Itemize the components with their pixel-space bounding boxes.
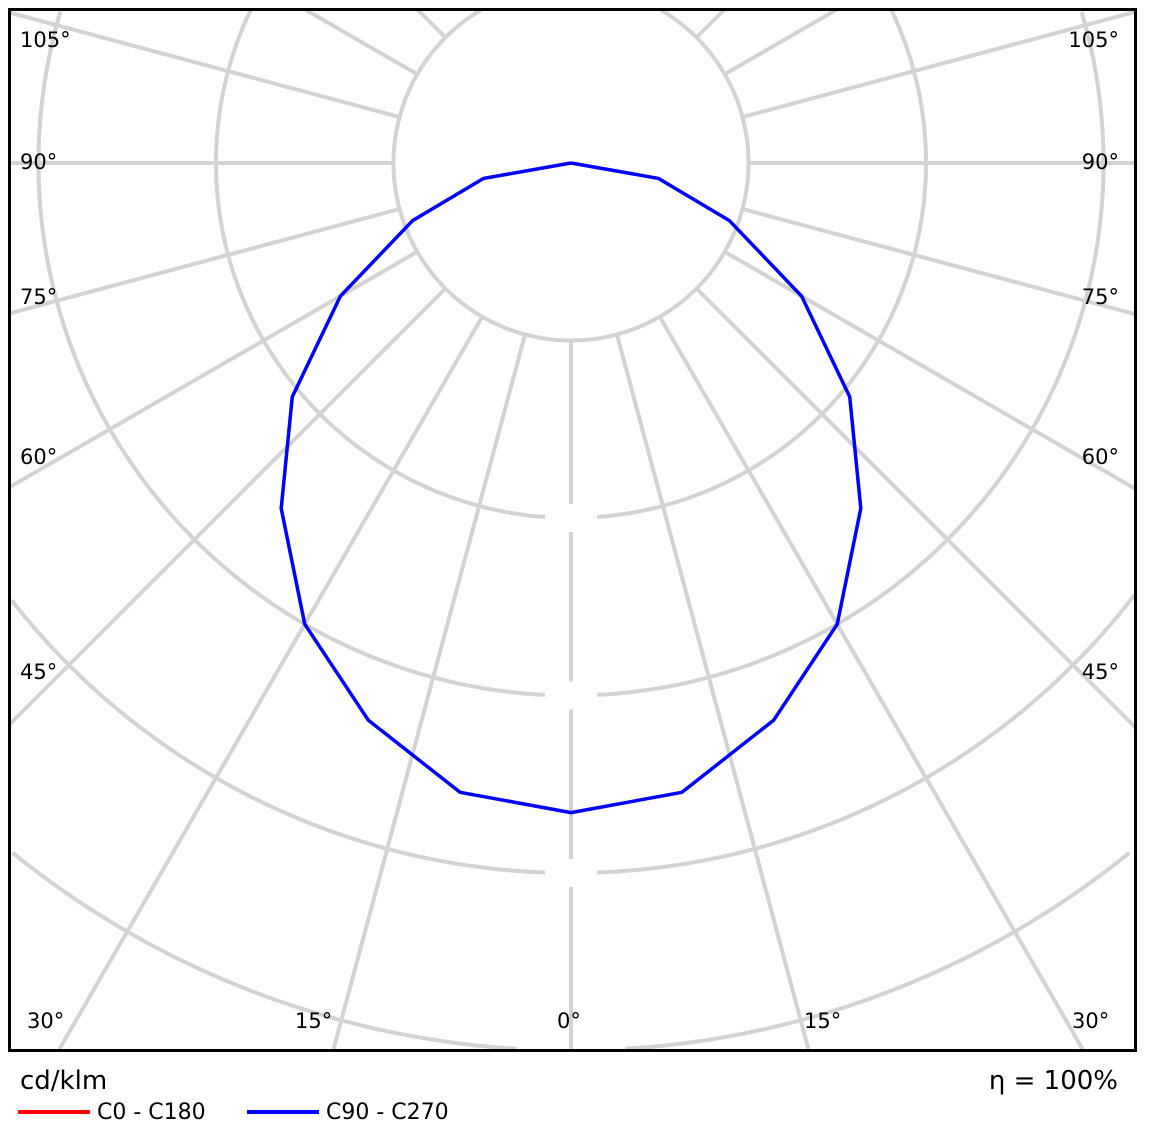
grid-spoke bbox=[695, 8, 726, 39]
angle-label-left-105: 105° bbox=[20, 28, 71, 52]
chart-frame bbox=[8, 8, 1137, 1052]
angle-label-bottom-30-right: 30° bbox=[1072, 1009, 1110, 1033]
grid-ring bbox=[391, 8, 571, 343]
grid-ring bbox=[571, 8, 751, 343]
legend-label-c90-c270: C90 - C270 bbox=[326, 1100, 449, 1125]
angle-label-bottom-15-left: 15° bbox=[295, 1009, 333, 1033]
angle-label-right-90: 90° bbox=[1081, 150, 1119, 174]
grid-spoke bbox=[615, 333, 811, 1050]
grid-ring bbox=[36, 11, 571, 698]
grid-spoke bbox=[57, 315, 484, 1051]
unit-label: cd/klm bbox=[20, 1066, 108, 1096]
grid-spoke bbox=[416, 8, 447, 39]
grid-spoke bbox=[741, 9, 1136, 119]
legend-swatch-c0-c180 bbox=[18, 1110, 90, 1114]
grid-spoke bbox=[9, 10, 401, 119]
angle-label-left-45: 45° bbox=[20, 660, 58, 684]
grid-ring bbox=[571, 593, 1136, 875]
grid-spoke bbox=[8, 287, 447, 726]
grid-spoke bbox=[658, 315, 1085, 1051]
grid-spoke bbox=[331, 333, 527, 1050]
series-line-c90-c270 bbox=[279, 161, 863, 815]
grid-spoke bbox=[723, 250, 1136, 491]
grid-spoke bbox=[695, 287, 1137, 729]
angle-label-right-75: 75° bbox=[1081, 285, 1119, 309]
angle-label-left-90: 90° bbox=[20, 150, 58, 174]
angle-label-bottom-30-left: 30° bbox=[27, 1009, 65, 1033]
grid-spoke bbox=[304, 8, 419, 76]
angle-label-right-60: 60° bbox=[1081, 445, 1119, 469]
grid-ring bbox=[571, 11, 1106, 698]
grid-ring bbox=[9, 598, 571, 875]
grid-spoke bbox=[9, 250, 419, 489]
polar-grid bbox=[8, 8, 1137, 1051]
ring-label-gap bbox=[545, 859, 597, 887]
angle-label-left-60: 60° bbox=[20, 445, 58, 469]
ring-label-gap bbox=[545, 504, 597, 532]
grid-ring bbox=[11, 851, 517, 1051]
grid-ring bbox=[571, 9, 928, 520]
angle-label-bottom-15-right: 15° bbox=[804, 1009, 842, 1033]
efficiency-label: η = 100% bbox=[988, 1066, 1118, 1096]
legend-swatch-c90-c270 bbox=[247, 1110, 319, 1114]
legend-label-c0-c180: C0 - C180 bbox=[97, 1100, 206, 1125]
grid-spoke bbox=[9, 207, 401, 316]
grid-spoke bbox=[723, 8, 838, 76]
curves bbox=[279, 161, 863, 815]
grid-ring bbox=[625, 851, 1131, 1051]
angle-label-left-75: 75° bbox=[20, 285, 58, 309]
angle-label-bottom-0: 0° bbox=[557, 1009, 581, 1033]
angle-label-right-105: 105° bbox=[1068, 28, 1119, 52]
angle-label-right-45: 45° bbox=[1081, 660, 1119, 684]
ring-label-gap bbox=[545, 681, 597, 710]
grid-ring bbox=[214, 9, 571, 520]
grid-spoke bbox=[741, 207, 1136, 317]
